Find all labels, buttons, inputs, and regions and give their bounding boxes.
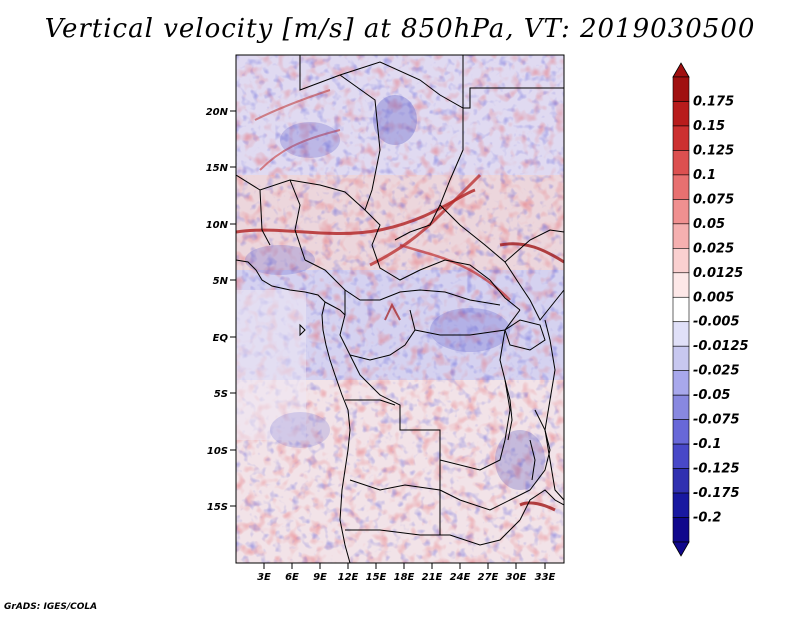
colorbar-label: 0.0125 bbox=[693, 266, 743, 281]
colorbar-label: 0.15 bbox=[693, 119, 725, 134]
colorbar-label: 0.075 bbox=[693, 192, 734, 207]
colorbar-segment bbox=[672, 199, 690, 225]
colorbar-label: 0.1 bbox=[693, 168, 716, 183]
lon-tick-labels: 3E 6E 9E 12E 15E 18E 21E 24E 27E 30E 33E bbox=[257, 572, 555, 583]
colorbar-label: 0.025 bbox=[693, 241, 734, 256]
velocity-field bbox=[236, 55, 564, 563]
colorbar-segment bbox=[672, 248, 690, 274]
lat-label: 5S bbox=[214, 389, 228, 400]
colorbar-label: -0.0125 bbox=[693, 339, 749, 354]
lon-label: 18E bbox=[394, 572, 415, 583]
colorbar-segment bbox=[672, 321, 690, 347]
colorbar-max-arrow bbox=[672, 62, 690, 78]
colorbar-label: -0.175 bbox=[693, 486, 740, 501]
lat-label: 10N bbox=[206, 220, 229, 231]
colorbar-segment bbox=[672, 468, 690, 494]
colorbar-label: -0.075 bbox=[693, 413, 740, 428]
lon-label: 27E bbox=[478, 572, 499, 583]
colorbar-label: -0.005 bbox=[693, 315, 740, 330]
lon-tick-marks bbox=[263, 563, 546, 569]
colorbar-label: -0.125 bbox=[693, 462, 740, 477]
colorbar-segment bbox=[672, 370, 690, 396]
colorbar-segment bbox=[672, 345, 690, 371]
colorbar-label: -0.2 bbox=[693, 511, 721, 526]
colorbar-label: -0.1 bbox=[693, 437, 721, 452]
lon-label: 33E bbox=[535, 572, 556, 583]
lat-tick-marks bbox=[230, 110, 236, 507]
lon-label: 12E bbox=[338, 572, 359, 583]
lat-label: 15S bbox=[207, 502, 228, 513]
colorbar-label: 0.005 bbox=[693, 290, 734, 305]
map-title: Vertical velocity [m/s] at 850hPa, VT: 2… bbox=[44, 14, 756, 44]
lon-label: 9E bbox=[313, 572, 327, 583]
lat-tick-labels: 20N 15N 10N 5N EQ 5S 10S 15S bbox=[206, 107, 229, 513]
lat-label: 5N bbox=[213, 276, 229, 287]
colorbar-label: 0.175 bbox=[693, 94, 734, 109]
colorbar-segment bbox=[672, 492, 690, 518]
colorbar-label: 0.05 bbox=[693, 217, 725, 232]
colorbar-segment bbox=[672, 517, 690, 543]
lat-label: 10S bbox=[207, 446, 228, 457]
colorbar-segment bbox=[672, 394, 690, 420]
grads-credit: GrADS: IGES/COLA bbox=[4, 602, 98, 612]
colorbar-segment bbox=[672, 174, 690, 200]
lon-label: 6E bbox=[285, 572, 299, 583]
colorbar-segment bbox=[672, 76, 690, 102]
colorbar-label: -0.05 bbox=[693, 388, 730, 403]
lat-label: EQ bbox=[213, 333, 229, 344]
colorbar-label: 0.125 bbox=[693, 143, 734, 158]
colorbar-segment bbox=[672, 125, 690, 151]
lat-label: 15N bbox=[206, 163, 229, 174]
colorbar-label: -0.025 bbox=[693, 364, 740, 379]
colorbar-segment bbox=[672, 223, 690, 249]
lon-label: 30E bbox=[506, 572, 527, 583]
lon-label: 3E bbox=[257, 572, 271, 583]
colorbar-segment bbox=[672, 296, 690, 323]
colorbar-segment bbox=[672, 272, 690, 298]
colorbar-min-arrow bbox=[672, 541, 690, 557]
colorbar-segment bbox=[672, 419, 690, 445]
colorbar-segment bbox=[672, 101, 690, 127]
map-frame bbox=[235, 54, 565, 564]
lat-label: 20N bbox=[206, 107, 229, 118]
colorbar-segment bbox=[672, 443, 690, 469]
lon-label: 24E bbox=[450, 572, 471, 583]
country-borders bbox=[236, 55, 564, 563]
colorbar-segment bbox=[672, 150, 690, 176]
colorbar: 0.175 0.15 0.125 0.1 0.075 0.05 0.025 0.0125 0.0… bbox=[672, 62, 749, 557]
lon-label: 21E bbox=[422, 572, 443, 583]
lon-label: 15E bbox=[366, 572, 387, 583]
